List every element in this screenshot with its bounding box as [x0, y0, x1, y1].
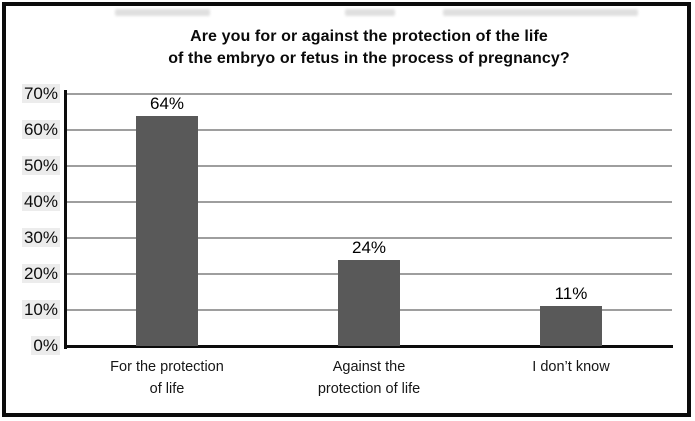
y-tick-label-10: 10% [21, 300, 60, 319]
y-tick-label-40: 40% [21, 192, 60, 211]
value-label-against-the-protection-of-life: 24% [345, 238, 393, 256]
bar-for-the-protection-of-life [136, 115, 198, 346]
category-label-line: of life [149, 381, 185, 397]
category-label-line: Against the [332, 359, 406, 375]
chart-title-line-1: Are you for or against the protection of… [190, 28, 548, 45]
gridline-60 [66, 129, 672, 131]
x-axis-line [64, 345, 673, 348]
category-label-line: I don’t know [532, 359, 610, 375]
category-label-line: protection of life [317, 381, 421, 397]
category-label-against-the-protection-of-life: Against the protection of life [268, 356, 470, 400]
y-axis-line [64, 90, 67, 349]
y-tick-label-0: 0% [31, 336, 60, 355]
scan-artifact [443, 9, 638, 16]
plot-area: 64% 24% 11% [64, 90, 673, 349]
y-tick-label-50: 50% [21, 156, 60, 175]
bar-i-don-t-know [540, 306, 602, 346]
y-tick-label-20: 20% [21, 264, 60, 283]
chart-title-line-2: of the embryo or fetus in the process of… [168, 50, 570, 67]
value-label-i-don-t-know: 11% [548, 285, 594, 303]
gridline-30 [66, 237, 672, 239]
category-label-i-don-t-know: I don’t know [470, 356, 672, 378]
gridline-50 [66, 165, 672, 167]
y-tick-label-70: 70% [21, 84, 60, 103]
bar-against-the-protection-of-life [338, 259, 400, 346]
scan-artifact [345, 9, 395, 16]
category-label-for-the-protection-of-life: For the protection of life [66, 356, 268, 400]
y-tick-label-60: 60% [21, 120, 60, 139]
gridline-40 [66, 201, 672, 203]
value-label-for-the-protection-of-life: 64% [143, 94, 191, 112]
category-label-line: For the protection [110, 359, 224, 375]
chart-title: Are you for or against the protection of… [66, 26, 672, 70]
y-tick-label-30: 30% [21, 228, 60, 247]
gridline-70 [66, 93, 672, 95]
scan-artifact [115, 9, 210, 16]
